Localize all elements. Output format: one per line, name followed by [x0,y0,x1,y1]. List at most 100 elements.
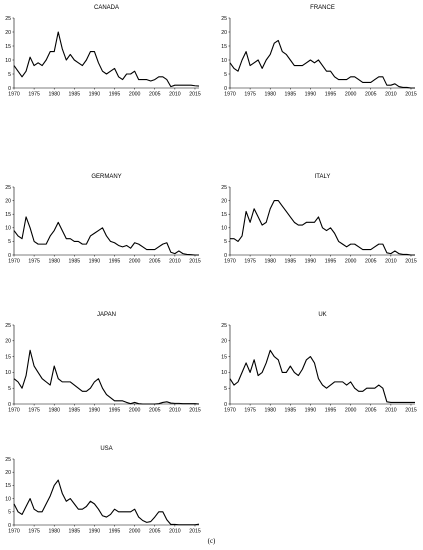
y-tick-label: 20 [221,30,227,36]
y-tick-label: 25 [5,457,11,463]
y-tick-label: 20 [5,470,11,476]
series-line [13,349,200,405]
x-tick-label: 2010 [169,259,181,265]
x-tick-label: 1980 [48,529,60,535]
y-tick-label: 5 [224,72,227,78]
x-tick-label: 2005 [149,529,161,535]
y-tick-label: 0 [224,86,227,92]
y-tick-label: 25 [221,185,227,191]
y-tick-label: 5 [8,386,11,392]
chart-title: JAPAN [97,312,116,318]
series-line [229,39,415,89]
x-tick-label: 1995 [109,408,121,414]
chart-canada: CANADA 0 5 10 15 20 25 1970 1975 1980 1985 1990 1995… [5,5,201,98]
chart-title: FRANCE [310,5,335,11]
y-tick-label: 0 [224,253,227,259]
x-tick-label: 1980 [264,408,276,414]
chart-italy: ITALY 0 5 10 15 20 25 1970 1975 1980 1985 1990 1995 2… [221,174,417,265]
y-tick-label: 10 [5,370,11,376]
y-tick-label: 20 [5,30,11,36]
y-tick-label: 10 [221,370,227,376]
y-tick-label: 5 [8,510,11,516]
x-tick-label: 1990 [89,408,101,414]
x-tick-label: 2005 [149,259,161,265]
y-tick-label: 25 [221,16,227,22]
y-tick-label: 20 [221,339,227,345]
y-tick-label: 10 [221,226,227,232]
x-tick-label: 1990 [89,529,101,535]
x-tick-label: 1985 [285,92,297,98]
y-tick-label: 15 [5,44,11,50]
x-tick-label: 1990 [89,92,101,98]
x-tick-label: 1975 [28,259,40,265]
x-tick-label: 2010 [385,408,397,414]
y-tick-label: 15 [5,354,11,360]
x-tick-label: 2000 [345,408,357,414]
x-tick-label: 2010 [169,529,181,535]
series-line [13,216,199,256]
x-tick-label: 2015 [405,408,417,414]
y-tick-label: 15 [5,212,11,218]
chart-germany: GERMANY 0 5 10 15 20 25 1970 1975 1980 1985 1990 199… [5,174,201,265]
x-tick-label: 2010 [169,408,181,414]
y-tick-label: 20 [5,339,11,345]
x-tick-label: 1980 [264,259,276,265]
y-tick-label: 15 [221,354,227,360]
y-tick-label: 10 [5,226,11,232]
x-tick-label: 1995 [325,408,337,414]
x-tick-label: 1970 [224,259,236,265]
x-tick-label: 1970 [8,408,20,414]
x-tick-label: 2005 [149,92,161,98]
x-tick-label: 1980 [264,92,276,98]
y-tick-label: 15 [221,44,227,50]
x-tick-label: 2015 [405,259,417,265]
series-line [13,31,200,88]
x-tick-label: 1980 [48,408,60,414]
chart-japan: JAPAN 0 5 10 15 20 25 1970 1975 1980 1985 1990 1995 2… [5,312,201,414]
x-tick-label: 1975 [244,259,256,265]
y-tick-label: 0 [8,523,11,529]
x-tick-label: 2015 [189,92,201,98]
x-tick-label: 1990 [305,408,317,414]
x-tick-label: 2000 [129,408,141,414]
chart-uk: UK 0 5 10 15 20 25 1970 1975 1980 1985 1990 1995 2000… [221,312,417,414]
x-tick-label: 1985 [69,408,81,414]
x-tick-label: 2015 [189,259,201,265]
y-tick-label: 10 [5,496,11,502]
x-tick-label: 2000 [129,92,141,98]
y-tick-label: 25 [5,16,11,22]
x-tick-label: 2005 [365,408,377,414]
x-tick-label: 1990 [305,259,317,265]
x-tick-label: 1970 [224,92,236,98]
y-tick-label: 5 [224,386,227,392]
x-tick-label: 1995 [325,259,337,265]
x-tick-label: 2000 [129,259,141,265]
x-tick-label: 1970 [8,529,20,535]
x-tick-label: 1970 [224,408,236,414]
y-tick-label: 0 [8,86,11,92]
x-tick-label: 2015 [405,92,417,98]
x-tick-label: 2000 [129,529,141,535]
x-tick-label: 1990 [89,259,101,265]
x-tick-label: 2005 [149,408,161,414]
x-tick-label: 1995 [325,92,337,98]
x-tick-label: 2005 [365,259,377,265]
chart-france: FRANCE 0 5 10 15 20 25 1970 1975 1980 1985 1990 1995… [221,5,417,98]
x-tick-label: 1985 [69,529,81,535]
x-tick-label: 1995 [109,259,121,265]
y-tick-label: 15 [5,483,11,489]
y-tick-label: 10 [221,58,227,64]
y-tick-label: 5 [8,239,11,245]
y-tick-label: 20 [221,198,227,204]
chart-usa: USA 0 5 10 15 20 25 1970 1975 1980 1985 1990 1995 200… [5,446,201,535]
series-line [13,479,200,526]
y-tick-label: 5 [8,72,11,78]
x-tick-label: 1975 [28,408,40,414]
series-line [229,349,415,403]
y-tick-label: 15 [221,212,227,218]
x-tick-label: 1980 [48,92,60,98]
x-tick-label: 1975 [28,92,40,98]
figure-caption: (c) [208,537,216,545]
y-tick-label: 0 [8,253,11,259]
